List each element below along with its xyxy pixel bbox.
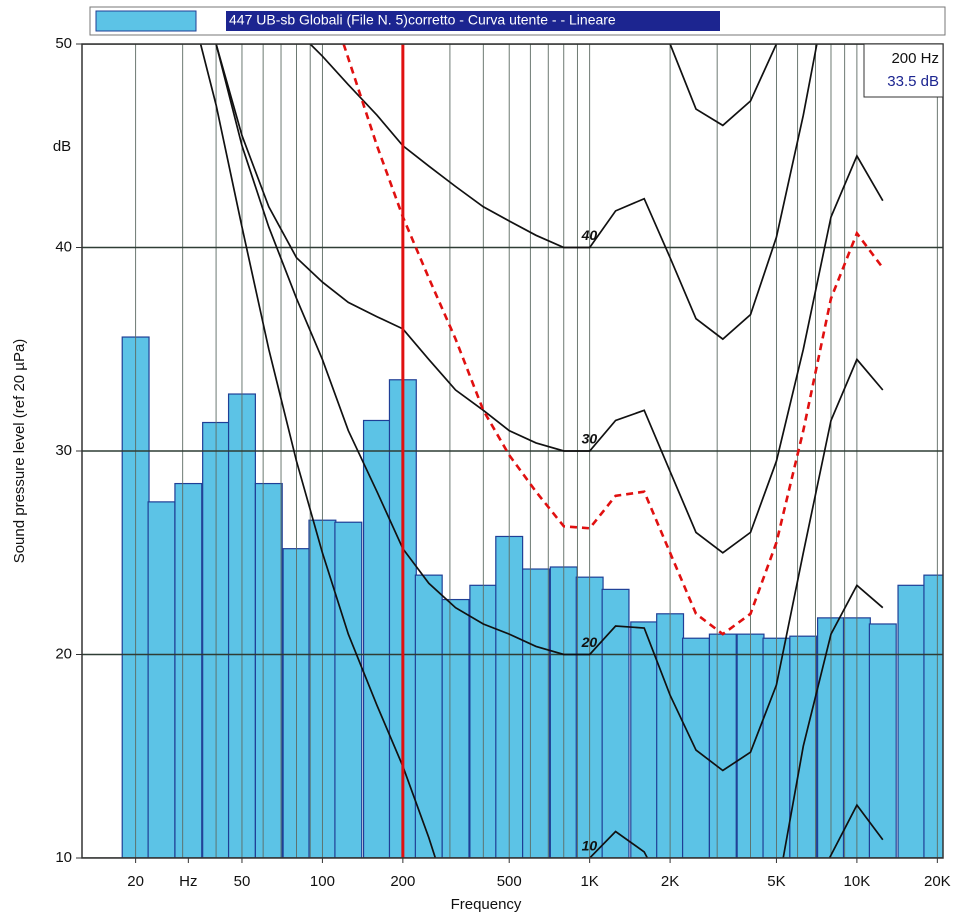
dashed-curve bbox=[342, 44, 884, 636]
contour-line bbox=[669, 44, 778, 127]
bar bbox=[362, 419, 391, 858]
contour-line bbox=[215, 44, 884, 772]
x-tick-label: 500 bbox=[497, 873, 522, 890]
plot: 10 20 30 40 bbox=[82, 44, 943, 858]
x-tick-label: Hz bbox=[179, 873, 197, 890]
x-tick-label: 100 bbox=[310, 873, 335, 890]
x-tick-label: 2K bbox=[661, 873, 679, 890]
x-tick-label: 50 bbox=[234, 873, 251, 890]
legend-swatch bbox=[95, 10, 197, 32]
bar bbox=[414, 574, 443, 858]
contour-line bbox=[215, 44, 884, 554]
bar bbox=[522, 568, 551, 858]
bar bbox=[174, 482, 203, 858]
bar bbox=[708, 633, 737, 858]
cursor-frequency: 200 Hz bbox=[891, 50, 939, 67]
cursor-box bbox=[863, 43, 944, 98]
bar bbox=[254, 482, 283, 858]
legend-highlight bbox=[226, 11, 720, 31]
x-tick-label: 20 bbox=[127, 873, 144, 890]
x-tick-label: 200 bbox=[390, 873, 415, 890]
bar bbox=[630, 621, 659, 858]
contour-line bbox=[828, 803, 884, 858]
x-tick-label: 10K bbox=[844, 873, 871, 890]
contour-label: 10 bbox=[582, 838, 598, 854]
legend-label: 447 UB-sb Globali (File N. 5)corretto - … bbox=[229, 12, 616, 28]
bar bbox=[868, 623, 897, 858]
contour-label: 20 bbox=[581, 634, 598, 650]
y-tick-label: 50 bbox=[55, 35, 72, 52]
bar bbox=[601, 588, 630, 858]
x-tick-label: 1K bbox=[580, 873, 598, 890]
bar bbox=[441, 598, 470, 858]
contour-line bbox=[199, 44, 884, 858]
x-tick-label: 5K bbox=[767, 873, 785, 890]
contour-label: 40 bbox=[581, 227, 598, 243]
y-unit: dB bbox=[53, 138, 71, 155]
bar bbox=[897, 584, 926, 858]
contour-label: 30 bbox=[582, 431, 598, 447]
y-tick-label: 10 bbox=[55, 849, 72, 866]
y-tick-label: 20 bbox=[55, 645, 72, 662]
x-axis-title: Frequency bbox=[451, 896, 522, 913]
bar bbox=[334, 521, 363, 858]
bar bbox=[147, 501, 176, 858]
x-tick-label: 20K bbox=[924, 873, 951, 890]
y-axis-title: Sound pressure level (ref 20 µPa) bbox=[11, 339, 28, 564]
y-tick-label: 30 bbox=[55, 442, 72, 459]
y-tick-label: 40 bbox=[55, 238, 72, 255]
contour-line bbox=[309, 44, 818, 341]
cursor-level: 33.5 dB bbox=[887, 73, 939, 90]
